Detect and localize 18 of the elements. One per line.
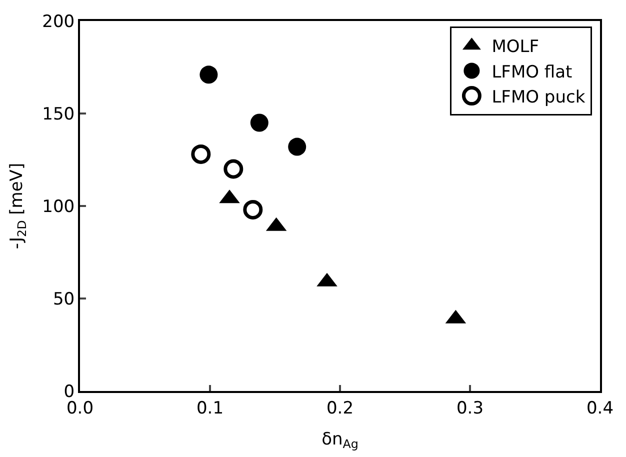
x-tick-label: 0.2	[326, 398, 354, 418]
legend-label: LFMO puck	[492, 87, 586, 108]
y-tick-label: 150	[42, 104, 75, 124]
x-tick-label: 0.4	[586, 398, 614, 418]
x-axis-title: δn$_{Ag}$	[322, 429, 358, 451]
y-tick-label: 200	[42, 12, 75, 32]
point	[250, 114, 268, 132]
legend-label: LFMO flat	[492, 62, 573, 82]
x-tick-label: 0.3	[456, 398, 484, 418]
y-tick-label: 100	[42, 196, 75, 217]
point	[288, 138, 306, 156]
point	[224, 159, 244, 179]
point	[191, 144, 211, 164]
y-tick-label: 50	[52, 289, 75, 310]
point	[243, 200, 263, 220]
point	[200, 66, 218, 84]
legend-label: MOLF	[492, 37, 540, 58]
x-tick-label: 0.1	[196, 398, 224, 418]
